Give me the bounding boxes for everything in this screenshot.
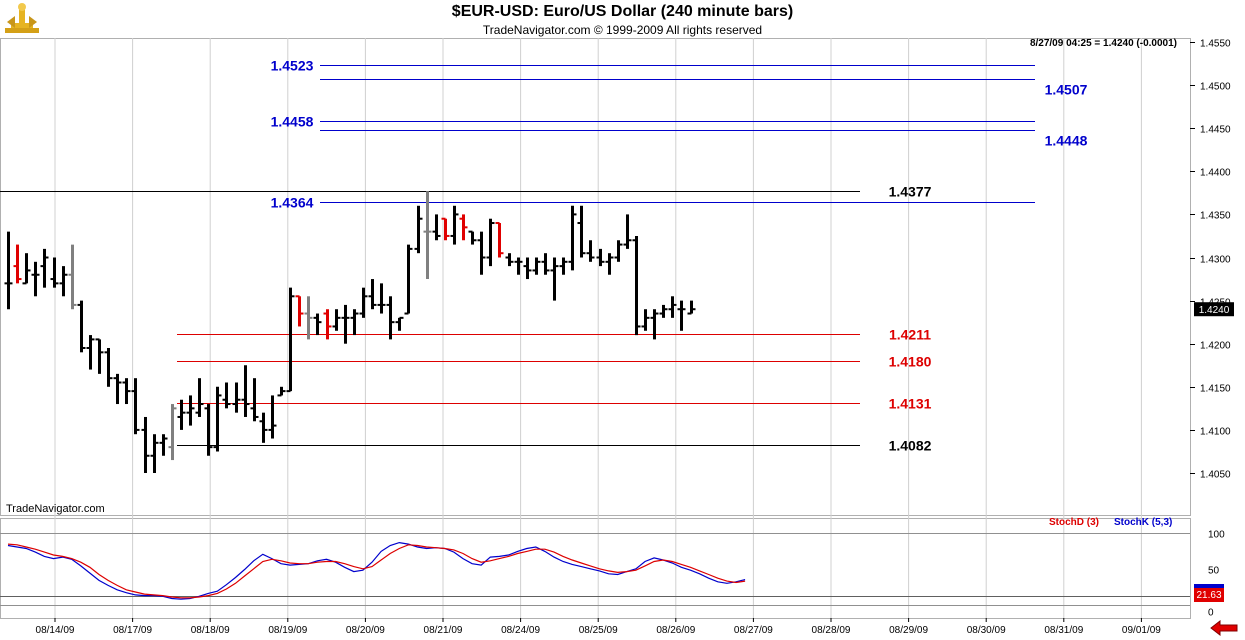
level-label: 1.4458 [271,114,314,130]
stoch-panel-frame [0,518,1191,619]
chart-title: $EUR-USD: Euro/US Dollar (240 minute bar… [451,3,794,20]
scroll-left-arrow-icon[interactable] [1209,620,1239,636]
copyright-subtitle: TradeNavigator.com © 1999-2009 All right… [482,23,763,37]
price-bars [4,191,696,473]
stochastic-panel: 100 50 0 21.63 [0,530,1225,619]
stochk-badge [1194,584,1224,590]
price-tick-label: 1.4150 [1200,384,1231,395]
date-tick-label: 08/21/09 [424,625,463,636]
date-tick-label: 09/01/09 [1122,625,1161,636]
price-tick-label: 1.4100 [1200,427,1231,438]
date-tick-label: 08/14/09 [36,625,75,636]
date-tick-label: 08/28/09 [812,625,851,636]
date-tick-label: 08/27/09 [734,625,773,636]
stochk-line [7,541,746,600]
date-tick-label: 08/17/09 [113,625,152,636]
price-axis: 1.4550 1.4500 1.4450 1.4400 1.4350 1.4300 1.42… [1190,39,1234,481]
level-label: 1.4082 [889,438,932,454]
level-label: 1.4377 [889,184,932,200]
price-tick-label: 1.4200 [1200,341,1231,352]
date-tick-label: 08/25/09 [579,625,618,636]
price-panel-frame [0,38,1191,516]
current-price-label: 1.4240 [1199,305,1230,316]
stoch-tick-label: 0 [1208,608,1214,619]
date-tick-label: 08/24/09 [501,625,540,636]
date-tick-label: 08/26/09 [656,625,695,636]
watermark: TradeNavigator.com [6,503,105,515]
price-tick-label: 1.4400 [1200,168,1231,179]
trade-navigator-logo-icon [5,3,39,33]
date-grid [0,38,1191,619]
price-tick-label: 1.4350 [1200,211,1231,222]
stoch-current-label: 21.63 [1196,590,1221,601]
level-label: 1.4211 [889,327,931,343]
date-tick-label: 08/18/09 [191,625,230,636]
level-label: 1.4131 [889,396,932,412]
price-tick-label: 1.4450 [1200,125,1231,136]
stochd-badge [1194,588,1224,602]
date-tick-label: 08/29/09 [889,625,928,636]
date-axis: 08/14/09 08/17/09 08/18/09 08/19/09 08/20/09… [36,618,1161,636]
price-tick-label: 1.4050 [1200,470,1231,481]
level-label: 1.4180 [889,354,932,370]
date-tick-label: 08/30/09 [967,625,1006,636]
stoch-tick-label: 100 [1208,530,1225,541]
price-tick-label: 1.4500 [1200,82,1231,93]
date-tick-label: 08/31/09 [1044,625,1083,636]
stoch-tick-label: 50 [1208,566,1220,577]
level-label: 1.4448 [1045,133,1088,149]
stochd-line [7,543,746,599]
level-label: 1.4364 [271,195,314,211]
current-price-badge [1194,302,1234,317]
last-quote: 8/27/09 04:25 = 1.4240 (-0.0001) [1029,38,1177,49]
level-label: 1.4507 [1045,82,1088,98]
date-tick-label: 08/20/09 [346,625,385,636]
stochk-legend: StochK (5,3) [1114,517,1173,528]
date-tick-label: 08/19/09 [268,625,307,636]
price-tick-label: 1.4300 [1200,255,1231,266]
stochd-legend: StochD (3) [1049,517,1099,528]
price-levels: 1.4523 1.4507 1.4458 1.4448 1.4377 1.4364 1.42… [0,58,1088,454]
level-label: 1.4523 [271,58,314,74]
price-tick-label: 1.4550 [1200,39,1231,50]
